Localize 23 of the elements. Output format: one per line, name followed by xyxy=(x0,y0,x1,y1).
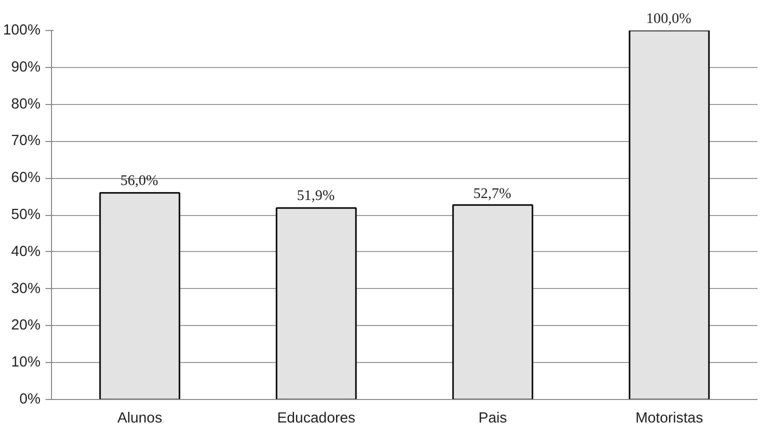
y-tick-label: 70% xyxy=(11,133,41,150)
bar xyxy=(276,207,357,400)
y-tick-label: 80% xyxy=(11,96,41,112)
y-tick-label: 10% xyxy=(11,354,41,371)
data-label: 51,9% xyxy=(296,188,335,206)
bar xyxy=(452,204,534,400)
y-tick-label: 60% xyxy=(11,170,41,186)
data-label: 56,0% xyxy=(120,173,158,190)
x-tick-label: Educadores xyxy=(277,410,356,426)
data-label: 52,7% xyxy=(473,186,512,203)
x-tick-label: Pais xyxy=(478,410,508,426)
y-tick-label: 30% xyxy=(11,280,41,297)
y-tick-label: 40% xyxy=(11,244,41,260)
x-tick-label: Alunos xyxy=(117,410,162,426)
y-tick-label: 100% xyxy=(3,22,41,38)
y-tick-label: 20% xyxy=(11,318,41,334)
x-tick-label: Motoristas xyxy=(635,410,704,426)
y-tick-label: 0% xyxy=(19,392,41,408)
bar xyxy=(628,30,710,400)
y-tick-label: 50% xyxy=(11,207,41,223)
bar xyxy=(99,192,180,400)
data-label: 100,0% xyxy=(646,11,692,28)
y-tick-label: 90% xyxy=(11,59,41,76)
